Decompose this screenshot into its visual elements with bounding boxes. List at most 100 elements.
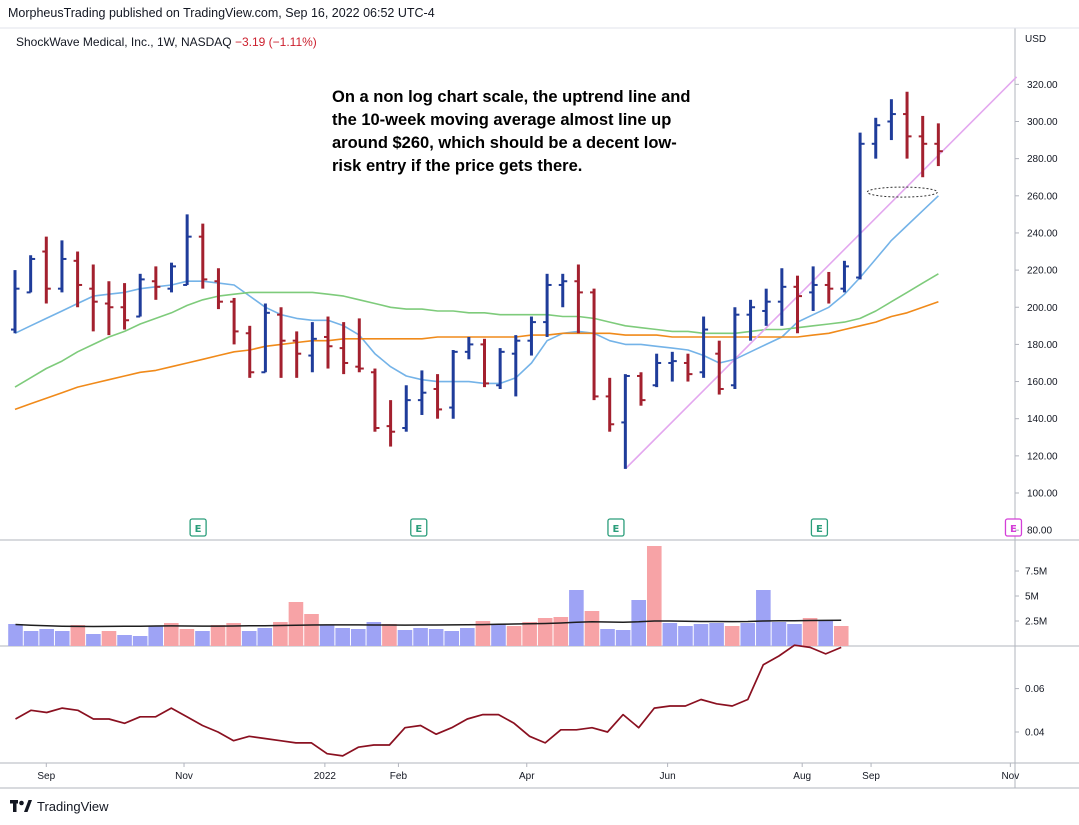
volume-bar xyxy=(397,630,413,646)
volume-bar xyxy=(23,631,39,646)
volume-bar xyxy=(304,614,319,646)
price-tick-label: 280.00 xyxy=(1027,154,1058,165)
ohlc-bar xyxy=(903,91,912,159)
earnings-marker-upcoming-label: E xyxy=(1010,524,1017,535)
ma10-line xyxy=(14,195,939,385)
ohlc-bar xyxy=(214,268,223,310)
ohlc-bar xyxy=(308,322,317,373)
volume-bar xyxy=(382,624,397,646)
ohlc-bar xyxy=(887,99,896,141)
ohlc-bar xyxy=(355,318,364,373)
volume-bar xyxy=(678,626,693,646)
volume-bar xyxy=(537,618,553,646)
rs-tick-label: 0.06 xyxy=(1025,684,1045,695)
volume-bar xyxy=(693,624,709,646)
volume-bar xyxy=(148,626,164,646)
price-tick-label: 160.00 xyxy=(1027,377,1058,388)
ma30-line xyxy=(14,273,939,388)
price-tick-label: 200.00 xyxy=(1027,303,1058,314)
price-tick-label: 220.00 xyxy=(1027,266,1058,277)
earnings-marker-upcoming: E xyxy=(1004,518,1023,537)
volume-bar xyxy=(818,621,833,646)
ohlc-bar xyxy=(558,273,568,308)
volume-bar xyxy=(273,622,288,646)
ohlc-bar xyxy=(683,353,693,382)
volume-bar xyxy=(210,625,226,646)
earnings-marker-label: E xyxy=(816,524,823,535)
ohlc-bar xyxy=(824,271,834,304)
price-tick-label: 120.00 xyxy=(1027,451,1058,462)
earnings-marker-box xyxy=(607,518,625,537)
ma40-line xyxy=(14,300,939,411)
volume-bar xyxy=(335,628,350,646)
price-change: −3.19 (−1.11%) xyxy=(234,35,317,49)
volume-bar xyxy=(86,634,101,646)
volume-bar xyxy=(756,590,771,646)
price-tick-label: 300.00 xyxy=(1027,117,1058,128)
trendline-layer xyxy=(624,76,1018,470)
ohlc-bar xyxy=(809,266,818,311)
ohlc-bar xyxy=(151,266,161,300)
moving-averages xyxy=(14,195,939,411)
ohlc-bar xyxy=(120,283,130,330)
volume-bar xyxy=(413,628,428,646)
ohlc-bar xyxy=(543,273,552,337)
time-tick-label: Nov xyxy=(175,771,193,782)
ohlc-bar xyxy=(324,316,333,369)
time-tick-label: Sep xyxy=(37,771,55,782)
volume-bar xyxy=(787,624,802,646)
volume-bar xyxy=(833,626,849,646)
earnings-marker: E xyxy=(410,518,428,537)
volume-tick-label: 2.5M xyxy=(1025,617,1047,628)
ohlc-bar xyxy=(57,240,67,293)
volume-bar xyxy=(366,622,382,646)
ohlc-bar xyxy=(480,338,489,388)
volume-bar xyxy=(444,631,460,646)
volume-bar xyxy=(319,625,335,646)
relative-strength-pane xyxy=(15,644,842,757)
ohlc-bar xyxy=(793,275,802,334)
ohlc-bar xyxy=(496,348,505,389)
earnings-marker-box xyxy=(189,518,207,537)
ohlc-bar xyxy=(730,307,740,389)
volume-pane xyxy=(8,546,849,646)
volume-bar xyxy=(70,625,86,646)
ohlc-bar xyxy=(230,297,239,345)
ohlc-bar xyxy=(73,251,83,308)
volume-bar xyxy=(54,631,70,646)
earnings-marker-label: E xyxy=(613,524,620,535)
axes: 80.00 100.00 120.00 140.00 160.00 180.00 200.0… xyxy=(37,80,1058,782)
rs-line xyxy=(15,644,842,757)
ohlc-bar xyxy=(417,370,427,415)
symbol-title: ShockWave Medical, Inc., 1W, NASDAQ xyxy=(16,35,232,49)
volume-bar xyxy=(553,617,569,646)
ohlc-bar xyxy=(277,307,286,378)
ohlc-bar xyxy=(715,340,724,395)
volume-bar xyxy=(662,623,678,646)
footer-brand[interactable]: TradingView xyxy=(10,799,109,814)
volume-bar xyxy=(179,629,195,646)
volume-bar xyxy=(241,631,257,646)
ohlc-bar xyxy=(840,260,849,293)
volume-bar xyxy=(740,623,756,646)
earnings-marker-label: E xyxy=(195,524,202,535)
volume-bar xyxy=(569,590,584,646)
target-zone-ellipse xyxy=(866,186,938,198)
volume-bar xyxy=(709,623,724,646)
price-tick-label: 320.00 xyxy=(1027,80,1058,91)
ohlc-bar xyxy=(11,270,20,334)
volume-bar xyxy=(600,629,615,646)
volume-bar xyxy=(802,618,818,646)
ohlc-bar xyxy=(574,264,583,334)
ohlc-bars xyxy=(11,91,943,469)
ohlc-bar xyxy=(104,281,114,336)
ohlc-bar xyxy=(699,316,709,378)
chart-annotation: On a non log chart scale, the uptrend li… xyxy=(332,88,691,175)
volume-bar xyxy=(257,628,273,646)
volume-bar xyxy=(475,621,491,646)
symbol-legend[interactable]: ShockWave Medical, Inc., 1W, NASDAQ −3.1… xyxy=(16,35,317,49)
earnings-marker-label: E xyxy=(415,524,422,535)
ohlc-bar xyxy=(42,236,51,304)
volume-bar xyxy=(646,546,662,646)
